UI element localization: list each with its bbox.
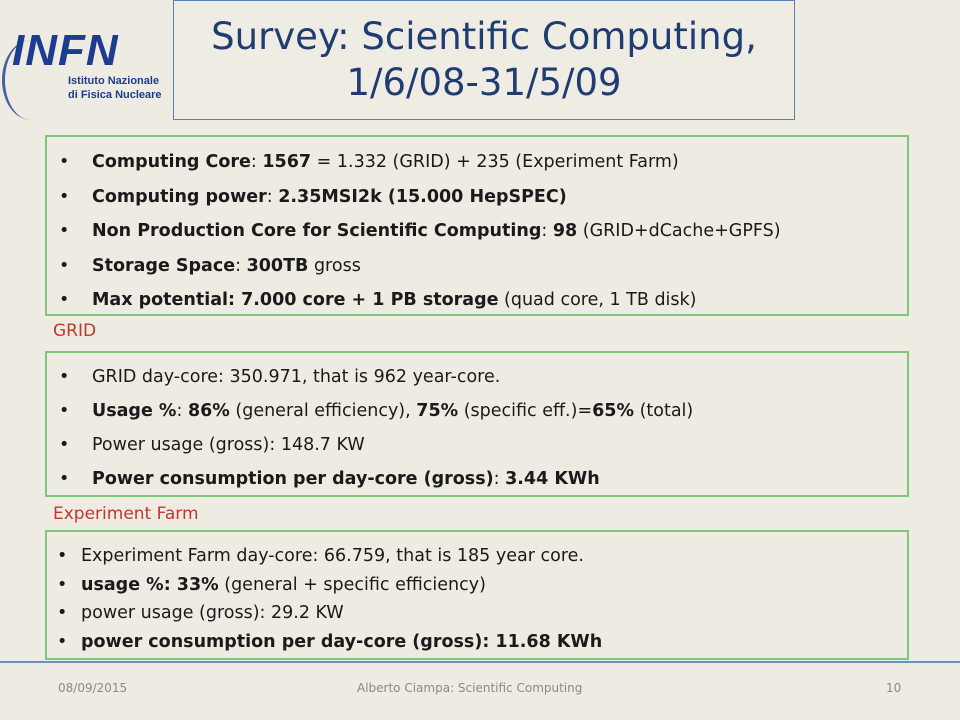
list-item: Max potential: 7.000 core + 1 PB storage… — [47, 283, 907, 318]
logo-line-1: Istituto Nazionale — [68, 75, 160, 87]
list-item: Power consumption per day-core (gross): … — [47, 462, 907, 496]
summary-box: Computing Core: 1567 = 1.332 (GRID) + 23… — [45, 135, 909, 318]
item-label: Computing power — [92, 186, 267, 207]
list-item: Computing power: 2.35MSI2k (15.000 HepSP… — [47, 180, 907, 215]
page-number: 10 — [886, 681, 902, 695]
list-item: GRID day-core: 350.971, that is 962 year… — [47, 360, 907, 394]
list-item: Power usage (gross): 148.7 KW — [47, 428, 907, 462]
item-value: 1567 — [262, 152, 312, 172]
title-line-2: 1/6/08-31/5/09 — [346, 61, 622, 104]
logo-line-2: di Fisica Nucleare — [68, 89, 162, 101]
item-detail: = 1.332 (GRID) + 235 (Experiment Farm) — [311, 152, 679, 172]
list-item: Usage %: 86% (general efficiency), 75% (… — [47, 394, 907, 428]
grid-box: GRID day-core: 350.971, that is 962 year… — [45, 351, 909, 497]
list-item: power consumption per day-core (gross): … — [47, 628, 907, 657]
list-item: power usage (gross): 29.2 KW — [47, 599, 907, 628]
list-item: Non Production Core for Scientific Compu… — [47, 214, 907, 249]
list-item: usage %: 33% (general + specific efficie… — [47, 571, 907, 600]
item-sep: : — [541, 221, 553, 241]
item-label: Max potential: 7.000 core + 1 PB storage — [92, 290, 499, 310]
item-detail: gross — [308, 255, 361, 276]
logo-subtitle: Istituto Nazionale di Fisica Nucleare — [68, 74, 162, 102]
item-value: 300TB — [246, 255, 309, 276]
infn-logo: INFN Istituto Nazionale di Fisica Nuclea… — [0, 20, 175, 120]
item-label: Non Production Core for Scientific Compu… — [92, 221, 542, 241]
item-sep: : — [266, 186, 279, 207]
item-sep: : — [250, 152, 263, 172]
logo-arc — [2, 40, 60, 120]
item-label: Computing Core — [92, 152, 251, 172]
title-line-1: Survey: Scientific Computing, — [211, 15, 757, 58]
slide-title: Survey: Scientific Computing, 1/6/08-31/… — [173, 0, 795, 120]
grid-section-label: GRID — [53, 321, 97, 341]
item-sep: : — [235, 255, 247, 276]
item-value: 98 — [552, 221, 578, 241]
item-detail: (GRID+dCache+GPFS) — [577, 221, 781, 241]
footer-divider — [0, 661, 960, 663]
item-label: Storage Space — [92, 255, 236, 276]
logo-word: INFN — [12, 26, 119, 75]
item-value: 2.35MSI2k (15.000 HepSPEC) — [278, 186, 567, 207]
footer-author: Alberto Ciampa: Scientific Computing — [357, 681, 583, 695]
list-item: Experiment Farm day-core: 66.759, that i… — [47, 542, 907, 571]
footer-date: 08/09/2015 — [58, 681, 128, 695]
list-item: Computing Core: 1567 = 1.332 (GRID) + 23… — [47, 145, 907, 180]
farm-section-label: Experiment Farm — [53, 504, 199, 524]
item-detail: (quad core, 1 TB disk) — [498, 290, 697, 310]
farm-box: Experiment Farm day-core: 66.759, that i… — [45, 530, 909, 660]
list-item: Storage Space: 300TB gross — [47, 249, 907, 284]
